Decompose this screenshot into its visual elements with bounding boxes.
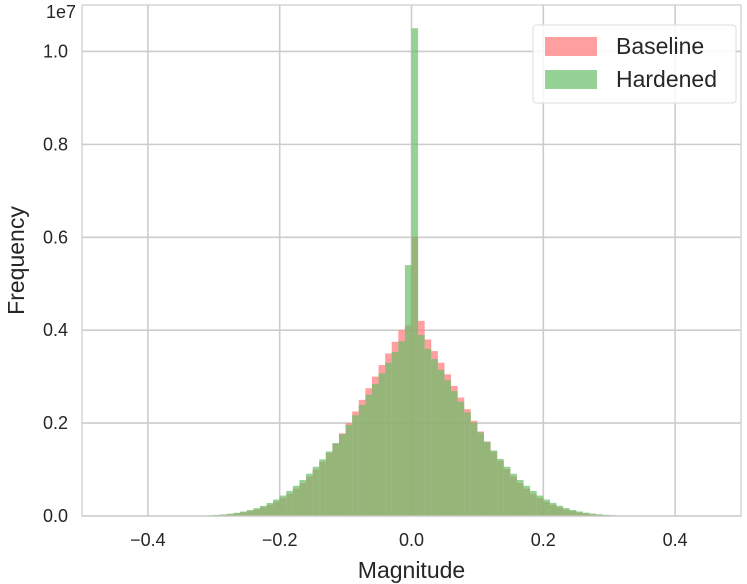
- x-tick-label: 0.2: [531, 530, 556, 550]
- hardened-bar: [576, 511, 583, 516]
- hardened-bar: [602, 514, 610, 516]
- plot-frame: [81, 4, 742, 517]
- hardened-bar: [563, 508, 570, 516]
- hardened-bar: [477, 432, 484, 516]
- hardened-bar: [365, 394, 372, 516]
- hardened-bar: [490, 450, 498, 516]
- hardened-bar: [503, 466, 511, 516]
- hardened-bar: [404, 265, 412, 516]
- hardened-bar: [246, 510, 254, 516]
- x-tick-label: −0.2: [262, 530, 298, 550]
- y-tick-label: 0.0: [43, 506, 68, 526]
- hardened-bar: [556, 505, 564, 516]
- legend-swatch-hardened: [545, 70, 597, 89]
- hardened-bar: [385, 362, 392, 516]
- hardened-bar: [569, 509, 577, 516]
- hardened-bar: [451, 391, 458, 516]
- hardened-bar: [279, 495, 287, 516]
- hardened-bar: [339, 434, 346, 516]
- y-axis-label: Frequency: [3, 206, 29, 315]
- hardened-bar: [299, 479, 307, 516]
- hardened-bar: [233, 512, 241, 516]
- hardened-bar: [253, 508, 260, 516]
- y-tick-label: 0.4: [43, 320, 68, 340]
- hardened-bar: [596, 514, 603, 516]
- legend-label-baseline: Baseline: [616, 33, 704, 59]
- hardened-bar: [371, 384, 379, 516]
- hardened-bar: [470, 422, 478, 516]
- hardened-bar: [536, 495, 544, 516]
- hardened-bar: [510, 473, 517, 516]
- y-tick-label: 0.2: [43, 413, 68, 433]
- hardened-bar: [358, 404, 366, 516]
- y-tick-labels: 0.0 0.2 0.4 0.6 0.8 1.0: [43, 41, 68, 526]
- hardened-bar: [266, 502, 274, 516]
- x-axis-label: Magnitude: [358, 557, 465, 583]
- x-tick-labels: −0.4 −0.2 0.0 0.2 0.4: [130, 530, 687, 550]
- hardened-bar: [516, 479, 524, 516]
- hardened-bar: [398, 341, 405, 516]
- hardened-bar: [424, 348, 432, 516]
- hardened-bar: [418, 334, 425, 516]
- hardened-bar: [589, 513, 597, 516]
- hardened-bar: [523, 485, 531, 516]
- hardened-bar: [444, 380, 452, 516]
- hardened-bar: [325, 451, 333, 516]
- hardened-bar: [319, 459, 326, 516]
- legend-label-hardened: Hardened: [616, 66, 717, 92]
- hardened-bar: [464, 412, 471, 516]
- x-tick-label: 0.4: [663, 530, 688, 550]
- legend-swatch-baseline: [545, 37, 597, 56]
- hardened-bar: [437, 369, 445, 516]
- hardened-bar: [391, 352, 399, 516]
- hardened-bar: [411, 28, 419, 517]
- hardened-bar: [543, 499, 550, 516]
- hardened-bar: [259, 505, 267, 516]
- hardened-bar: [457, 401, 465, 516]
- hardened-bar: [306, 473, 313, 516]
- y-offset-label: 1e7: [46, 2, 76, 22]
- hardened-bars: [187, 28, 643, 517]
- hardened-bar: [345, 424, 353, 516]
- hardened-bar: [286, 490, 293, 516]
- hardened-bar: [431, 358, 438, 516]
- hardened-bar: [483, 441, 491, 516]
- hardened-bar: [378, 373, 386, 516]
- hardened-bar: [273, 499, 280, 516]
- hardened-bar: [352, 415, 359, 516]
- hardened-bar: [292, 485, 300, 516]
- hardened-bar: [530, 490, 537, 516]
- hardened-bar: [582, 512, 590, 516]
- x-tick-label: −0.4: [130, 530, 166, 550]
- hardened-bar: [240, 511, 247, 516]
- y-tick-label: 0.6: [43, 227, 68, 247]
- hardened-bar: [226, 513, 234, 516]
- y-tick-label: 1.0: [43, 41, 68, 61]
- hardened-bar: [497, 458, 504, 516]
- y-tick-label: 0.8: [43, 134, 68, 154]
- hardened-bar: [220, 514, 227, 516]
- hardened-bar: [549, 502, 557, 516]
- hardened-bar: [332, 443, 340, 516]
- legend: Baseline Hardened: [532, 24, 737, 104]
- hardened-bar: [312, 466, 320, 516]
- x-tick-label: 0.0: [399, 530, 424, 550]
